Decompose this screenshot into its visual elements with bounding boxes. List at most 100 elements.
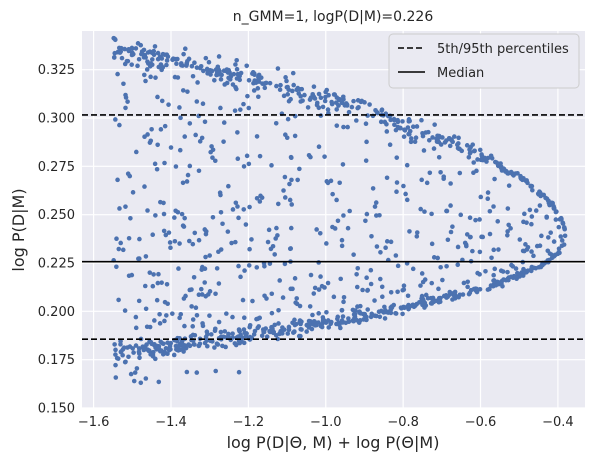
- scatter-point: [400, 311, 405, 317]
- scatter-point: [213, 291, 218, 297]
- scatter-point: [241, 164, 247, 169]
- scatter-point: [465, 284, 470, 290]
- scatter-point: [282, 195, 288, 200]
- scatter-point: [398, 305, 404, 310]
- scatter-point: [201, 68, 206, 74]
- scatter-point: [174, 347, 179, 352]
- scatter-point: [187, 163, 193, 169]
- scatter-point: [312, 96, 318, 101]
- scatter-point: [146, 348, 152, 354]
- scatter-point: [174, 61, 179, 67]
- scatter-point: [339, 100, 345, 106]
- scatter-point: [521, 219, 526, 225]
- scatter-point: [236, 369, 242, 375]
- scatter-point: [337, 180, 342, 186]
- scatter-point: [422, 277, 428, 282]
- scatter-point: [227, 77, 233, 82]
- scatter-point: [489, 255, 494, 261]
- scatter-point: [218, 247, 224, 252]
- scatter-point: [431, 255, 437, 260]
- scatter-point: [261, 329, 267, 335]
- scatter-point: [182, 134, 188, 139]
- scatter-point: [419, 296, 424, 301]
- scatter-point: [393, 253, 399, 258]
- scatter-point: [297, 166, 302, 172]
- scatter-point: [261, 81, 267, 87]
- scatter-point: [290, 286, 295, 292]
- scatter-point: [456, 135, 461, 141]
- scatter-point: [483, 268, 488, 274]
- scatter-point: [306, 325, 312, 330]
- scatter-point: [534, 243, 540, 249]
- scatter-point: [125, 171, 131, 177]
- scatter-point: [289, 202, 295, 207]
- scatter-point: [351, 252, 356, 257]
- scatter-point: [194, 99, 200, 104]
- scatter-point: [525, 244, 531, 250]
- scatter-point: [267, 328, 272, 334]
- scatter-point: [170, 311, 175, 316]
- scatter-point: [395, 117, 400, 123]
- scatter-point: [241, 207, 247, 212]
- scatter-point: [218, 329, 224, 335]
- scatter-point: [241, 315, 247, 321]
- scatter-point: [269, 163, 274, 168]
- scatter-point: [197, 139, 203, 144]
- scatter-point: [290, 88, 295, 94]
- scatter-point: [181, 349, 186, 354]
- scatter-point: [158, 62, 164, 67]
- scatter-point: [131, 378, 137, 384]
- scatter-point: [485, 196, 491, 201]
- scatter-point: [156, 345, 162, 351]
- scatter-point: [492, 266, 498, 272]
- scatter-point: [171, 352, 177, 358]
- scatter-point: [378, 250, 383, 255]
- scatter-point: [135, 41, 141, 46]
- scatter-point: [461, 280, 467, 286]
- scatter-point: [498, 268, 504, 273]
- scatter-point: [162, 123, 168, 129]
- y-tick-label: 0.325: [38, 63, 75, 78]
- scatter-point: [114, 264, 119, 270]
- scatter-point: [539, 263, 544, 269]
- scatter-point: [118, 338, 123, 344]
- scatter-point: [444, 263, 449, 269]
- scatter-point: [214, 266, 220, 271]
- scatter-point: [455, 262, 461, 268]
- scatter-point: [121, 345, 127, 350]
- scatter-point: [176, 266, 181, 271]
- scatter-point: [372, 204, 378, 209]
- scatter-point: [202, 266, 208, 272]
- scatter-point: [250, 71, 255, 76]
- scatter-point: [241, 101, 246, 107]
- scatter-point: [299, 86, 305, 92]
- scatter-point: [299, 319, 304, 324]
- scatter-point: [136, 298, 142, 304]
- scatter-point: [292, 276, 298, 281]
- scatter-point: [153, 213, 158, 218]
- scatter-point: [471, 160, 477, 165]
- scatter-point: [440, 277, 445, 283]
- scatter-point: [482, 155, 487, 161]
- scatter-point: [452, 292, 458, 297]
- scatter-point: [375, 110, 380, 116]
- scatter-point: [414, 230, 420, 235]
- scatter-point: [246, 77, 252, 83]
- scatter-point: [233, 62, 238, 67]
- scatter-point: [379, 107, 385, 113]
- scatter-point: [246, 161, 252, 167]
- scatter-point: [285, 92, 291, 97]
- scatter-point: [506, 170, 511, 175]
- scatter-point: [285, 116, 291, 122]
- scatter-point: [147, 270, 153, 275]
- scatter-point: [470, 142, 476, 147]
- scatter-point: [242, 268, 247, 273]
- scatter-point: [355, 304, 360, 309]
- scatter-point: [335, 218, 341, 224]
- scatter-point: [202, 340, 208, 346]
- scatter-point: [517, 237, 523, 242]
- scatter-point: [401, 134, 407, 139]
- y-tick-label: 0.175: [38, 353, 75, 368]
- scatter-point: [455, 244, 461, 250]
- scatter-point: [388, 289, 394, 295]
